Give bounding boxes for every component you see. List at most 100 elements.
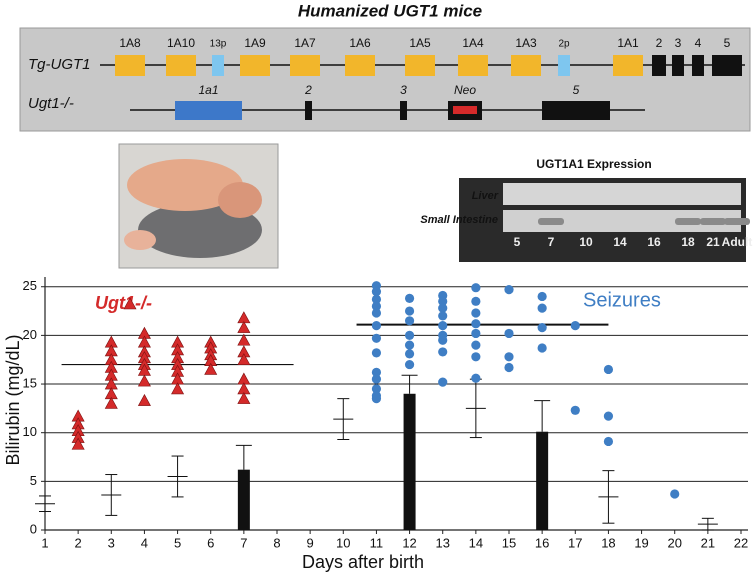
blot-band xyxy=(700,218,726,225)
point xyxy=(537,343,547,353)
legend-label: Ugt1-/- xyxy=(95,293,152,313)
exon xyxy=(345,55,375,76)
x-tick-label: 7 xyxy=(240,535,247,550)
x-tick-label: 21 xyxy=(701,535,715,550)
point xyxy=(471,373,481,383)
blot-lane-label: 5 xyxy=(514,235,521,249)
exon xyxy=(400,101,407,120)
y-tick-label: 25 xyxy=(23,278,37,293)
photo xyxy=(118,143,279,269)
exon-label: 1A4 xyxy=(462,36,484,50)
point xyxy=(404,306,415,316)
exon-label: 1A1 xyxy=(617,36,639,50)
blot-band xyxy=(675,218,701,225)
point xyxy=(371,308,382,318)
diagram-exons: 1A8 1A10 13p 1A9 1A7 1A6 1A5 1A4 1A3 2p 1A1 2 3 4 51a1… xyxy=(115,36,742,120)
point xyxy=(471,340,481,350)
x-tick-label: 4 xyxy=(141,535,148,550)
y-tick-label: 15 xyxy=(23,375,37,390)
transgene-label: Tg-UGT1 xyxy=(28,56,91,73)
y-axis-label: Bilirubin (mg/dL) xyxy=(3,334,23,465)
x-tick-label: 13 xyxy=(435,535,449,550)
x-tick-label: 8 xyxy=(273,535,280,550)
x-tick-label: 2 xyxy=(75,535,82,550)
point xyxy=(171,382,185,395)
legend-marker xyxy=(123,297,137,310)
point xyxy=(438,311,448,321)
x-tick-label: 9 xyxy=(307,535,314,550)
point xyxy=(670,489,680,499)
point xyxy=(371,394,382,404)
y-tick-label: 10 xyxy=(23,424,37,439)
point xyxy=(537,323,547,333)
y-tick-label: 0 xyxy=(30,521,37,536)
point xyxy=(438,347,448,357)
bar xyxy=(237,469,250,530)
point xyxy=(371,301,382,311)
point xyxy=(504,362,514,373)
exon-label: 1A5 xyxy=(409,36,431,50)
point xyxy=(438,321,448,331)
point xyxy=(570,405,580,415)
point xyxy=(603,411,614,421)
point xyxy=(404,316,415,326)
point xyxy=(237,320,251,333)
point xyxy=(438,335,448,345)
exon xyxy=(166,55,196,76)
point xyxy=(570,321,580,331)
diagram-panel xyxy=(19,27,751,132)
exon xyxy=(290,55,320,76)
exon xyxy=(305,101,312,120)
point xyxy=(603,436,614,447)
point xyxy=(404,293,415,304)
blot-intestine-lane xyxy=(503,210,741,232)
x-tick-label: 3 xyxy=(108,535,115,550)
x-tick-label: 1 xyxy=(41,535,48,550)
exon-label: 13p xyxy=(210,39,227,50)
blot-title: UGT1A1 Expression xyxy=(536,157,651,171)
point xyxy=(371,367,382,377)
exon-label: 4 xyxy=(695,36,702,50)
blot-lane-label: Adult xyxy=(722,235,753,249)
exon-label: 2p xyxy=(558,39,570,50)
exon-label: 3 xyxy=(400,83,407,97)
exon xyxy=(712,55,742,76)
point xyxy=(371,321,382,331)
point xyxy=(603,364,614,375)
point xyxy=(371,294,382,304)
point xyxy=(404,330,415,340)
figure-title: Humanized UGT1 mice xyxy=(298,1,482,20)
point xyxy=(404,359,415,370)
blot-row-label: Liver xyxy=(472,190,499,202)
exon-label: 1a1 xyxy=(198,83,218,97)
point xyxy=(504,352,514,362)
x-tick-label: 17 xyxy=(568,535,582,550)
exon xyxy=(458,55,488,76)
bar xyxy=(403,393,416,530)
point xyxy=(504,328,514,339)
point xyxy=(404,340,415,350)
exon xyxy=(175,101,242,120)
point xyxy=(504,285,514,295)
blot-lane-label: 21 xyxy=(706,235,720,249)
point xyxy=(204,362,218,375)
exon xyxy=(542,101,610,120)
legend-label: Seizures xyxy=(583,289,661,311)
exon xyxy=(613,55,643,76)
x-tick-label: 15 xyxy=(502,535,516,550)
blot-lane-label: 16 xyxy=(647,235,661,249)
exon-label: Neo xyxy=(454,83,476,97)
point xyxy=(371,374,382,384)
point xyxy=(537,303,547,313)
x-tick-label: 12 xyxy=(402,535,416,550)
blot-lane-label: 14 xyxy=(613,235,627,249)
blot-lane-label: 7 xyxy=(548,235,555,249)
x-tick-label: 6 xyxy=(207,535,214,550)
x-tick-label: 18 xyxy=(601,535,615,550)
x-tick-label: 14 xyxy=(469,535,483,550)
x-tick-label: 10 xyxy=(336,535,350,550)
exon-label: 1A9 xyxy=(244,36,266,50)
x-tick-label: 22 xyxy=(734,535,748,550)
